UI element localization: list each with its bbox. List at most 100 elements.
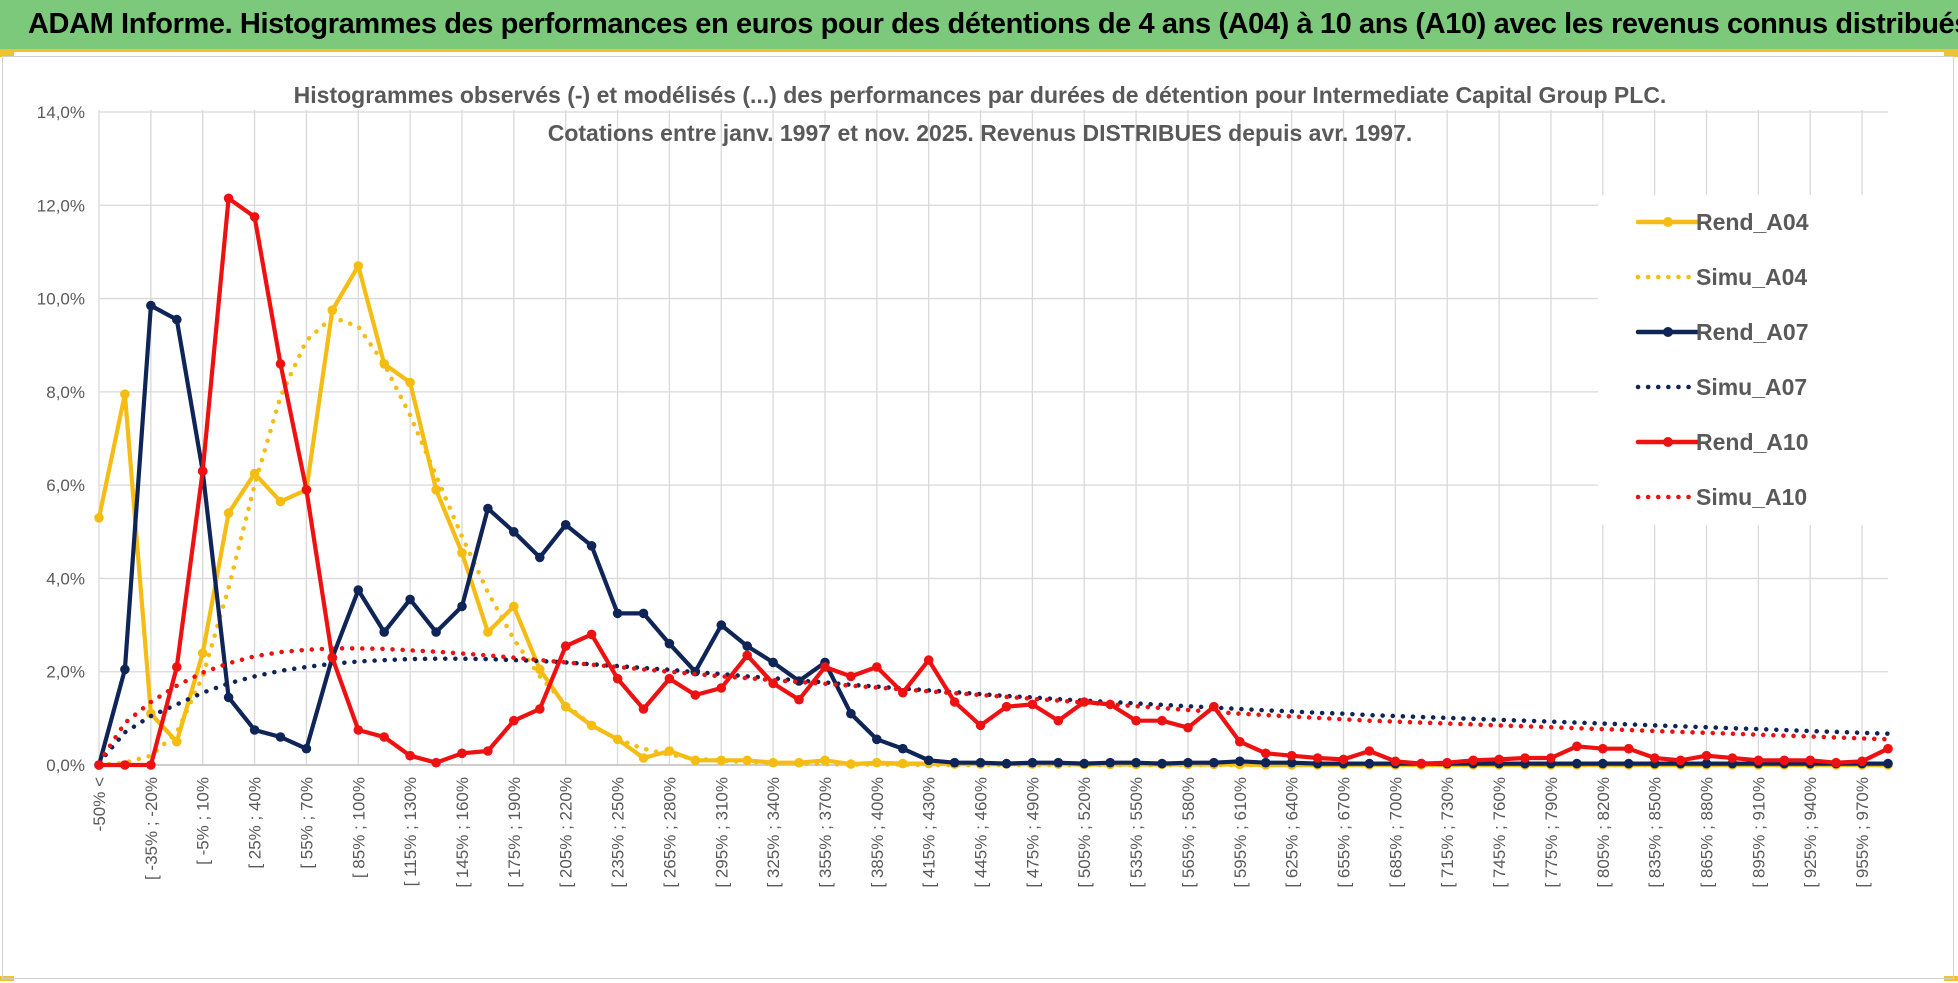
data-point-rend-a10 (1883, 743, 1893, 754)
report-title: ADAM Informe. Histogrammes des performan… (28, 8, 1958, 40)
x-tick-label: [ 295% ; 310% (712, 777, 731, 888)
x-tick-label: -50% < (90, 777, 109, 831)
data-point-rend-a10 (1623, 743, 1634, 754)
data-point-rend-a07 (975, 757, 986, 768)
data-point-rend-a10 (1753, 755, 1764, 766)
legend-marker-rend-a10 (1663, 437, 1673, 447)
data-point-rend-a10 (794, 694, 804, 705)
data-point-rend-a04 (483, 627, 493, 637)
data-point-rend-a10 (1390, 756, 1401, 767)
series-line-simu-a10 (96, 646, 1891, 765)
data-point-rend-a04 (457, 548, 467, 558)
data-point-rend-a07 (898, 743, 908, 754)
data-point-rend-a10 (1805, 755, 1815, 766)
data-point-rend-a07 (146, 300, 156, 311)
data-point-rend-a07 (379, 627, 390, 637)
y-tick-label: 4,0% (46, 569, 85, 588)
data-point-rend-a10 (1779, 755, 1790, 766)
x-tick-label: [ 55% ; 70% (297, 777, 316, 869)
x-tick-label: [ 145% ; 160% (453, 777, 472, 888)
y-tick-label: 2,0% (46, 663, 85, 682)
data-point-rend-a07 (1131, 757, 1141, 768)
data-point-rend-a07 (1286, 757, 1297, 768)
legend-label-simu-a04: Simu_A04 (1696, 264, 1807, 290)
x-tick-label: [ 775% ; 790% (1542, 777, 1561, 888)
data-point-rend-a07 (1105, 757, 1115, 768)
x-tick-label: [ -35% ; -20% (142, 777, 161, 880)
data-point-rend-a10 (535, 704, 545, 714)
legend-background (1598, 195, 1894, 525)
data-point-rend-a10 (690, 690, 701, 700)
x-tick-label: [ 475% ; 490% (1023, 777, 1042, 888)
data-point-rend-a07 (716, 620, 727, 630)
x-tick-label: [ 115% ; 130% (401, 777, 420, 886)
data-point-rend-a07 (1001, 758, 1012, 769)
data-point-rend-a10 (146, 760, 156, 770)
data-point-rend-a07 (1623, 758, 1634, 769)
data-point-rend-a04 (223, 508, 234, 518)
data-point-rend-a10 (1649, 753, 1660, 763)
x-tick-label: [ 715% ; 730% (1438, 777, 1457, 888)
data-point-rend-a10 (1675, 755, 1686, 766)
data-point-rend-a07 (1572, 758, 1582, 769)
data-point-rend-a04 (431, 485, 441, 495)
data-point-rend-a10 (664, 673, 675, 684)
data-point-rend-a10 (1027, 699, 1038, 710)
data-point-rend-a04 (327, 305, 338, 316)
data-point-rend-a10 (1312, 753, 1323, 763)
legend-label-rend-a04: Rend_A04 (1696, 209, 1809, 235)
x-tick-label: [ 265% ; 280% (660, 777, 679, 888)
data-point-rend-a07 (664, 638, 675, 649)
data-point-rend-a04 (275, 496, 286, 507)
data-point-rend-a04 (898, 758, 908, 769)
data-point-rend-a04 (353, 261, 364, 271)
x-tick-label: [ 595% ; 610% (1231, 777, 1250, 888)
data-point-rend-a07 (275, 732, 286, 742)
data-point-rend-a07 (638, 608, 649, 619)
legend-label-simu-a07: Simu_A07 (1696, 374, 1807, 400)
x-tick-label: [ 835% ; 850% (1646, 777, 1665, 888)
data-point-rend-a07 (1260, 757, 1271, 768)
data-point-rend-a07 (301, 743, 312, 754)
series-lines (94, 193, 1893, 770)
data-point-rend-a07 (1053, 757, 1064, 768)
chart-subtitle: Cotations entre janv. 1997 et nov. 2025.… (548, 120, 1413, 146)
legend: Rend_A04 Simu_A04 Rend_A07 Simu_A07 Rend_A10… (1598, 195, 1894, 525)
grid-lines (98, 110, 1888, 766)
data-point-rend-a10 (1520, 753, 1530, 763)
y-tick-label: 8,0% (46, 383, 85, 402)
data-point-rend-a10 (1286, 750, 1297, 761)
data-point-rend-a07 (742, 641, 752, 651)
data-point-rend-a10 (457, 748, 467, 759)
data-point-rend-a07 (1183, 757, 1193, 768)
data-point-rend-a04 (509, 601, 519, 612)
data-point-rend-a10 (1131, 715, 1141, 726)
data-point-rend-a10 (301, 485, 312, 495)
data-point-rend-a04 (846, 759, 856, 769)
x-tick-label: [ 205% ; 220% (557, 777, 576, 888)
data-point-rend-a10 (1831, 757, 1841, 768)
data-point-rend-a10 (1546, 753, 1556, 763)
x-tick-label: [ 565% ; 580% (1179, 777, 1198, 888)
x-tick-label: [ 385% ; 400% (868, 777, 887, 888)
data-point-rend-a10 (1701, 750, 1712, 761)
data-point-rend-a10 (949, 697, 960, 707)
y-tick-label: 14,0% (37, 103, 85, 122)
data-point-rend-a07 (535, 552, 545, 563)
legend-marker-rend-a07 (1663, 327, 1673, 337)
data-point-rend-a07 (768, 657, 778, 668)
data-point-rend-a10 (586, 629, 597, 640)
data-point-rend-a10 (820, 662, 830, 672)
data-point-rend-a10 (431, 757, 441, 768)
data-point-rend-a04 (172, 736, 182, 747)
x-tick-label: [ 865% ; 880% (1698, 777, 1717, 888)
data-point-rend-a10 (197, 466, 208, 476)
data-point-rend-a10 (249, 212, 260, 222)
x-tick-label: [ 685% ; 700% (1386, 777, 1405, 888)
data-point-rend-a10 (275, 359, 286, 369)
corner-accent-top-right (1944, 52, 1958, 57)
data-point-rend-a10 (1001, 701, 1012, 712)
x-tick-label: [ 415% ; 430% (920, 777, 939, 888)
data-point-rend-a10 (923, 655, 934, 665)
